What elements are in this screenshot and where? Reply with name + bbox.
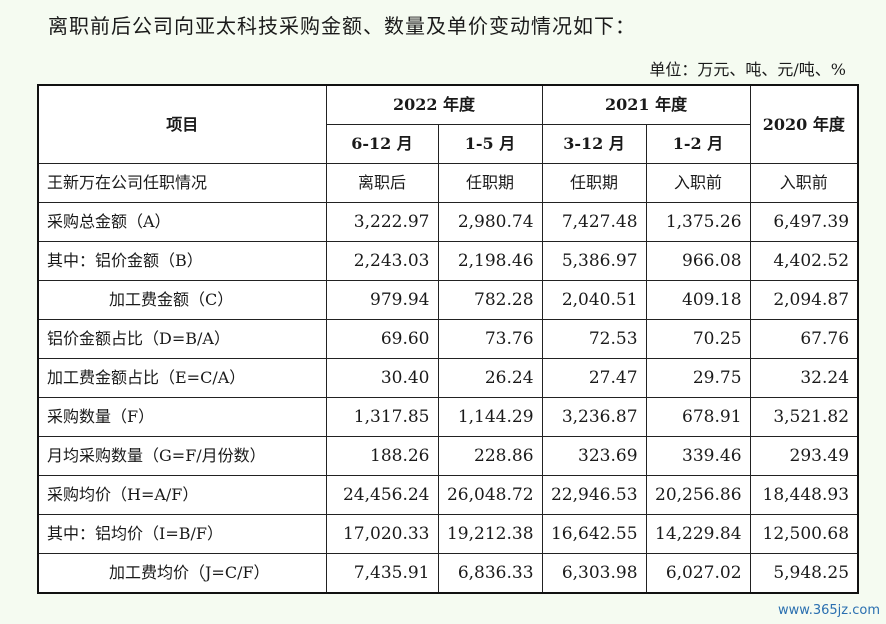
cell-value: 228.86: [437, 436, 543, 476]
header-item: 项目: [37, 84, 327, 164]
cell-value: 73.76: [437, 319, 543, 359]
cell-value: 1,144.29: [437, 397, 543, 437]
cell-value: 323.69: [541, 436, 647, 476]
table-row: 加工费金额（C） 979.94 782.28 2,040.51 409.18 2,094.…: [37, 280, 859, 320]
row-label: 月均采购数量（G=F/月份数）: [37, 436, 327, 476]
cell-value: 2,040.51: [541, 280, 647, 320]
cell-value: 30.40: [325, 358, 439, 398]
cell-value: 24,456.24: [325, 475, 439, 515]
header-period-2021-1-2: 1-2 月: [645, 124, 751, 164]
cell-value: 入职前: [645, 163, 751, 203]
row-label: 其中：铝价金额（B）: [37, 241, 327, 281]
cell-value: 6,497.39: [749, 202, 859, 242]
table-row: 月均采购数量（G=F/月份数） 188.26 228.86 323.69 339.46 2…: [37, 436, 859, 476]
cell-value: 3,521.82: [749, 397, 859, 437]
header-row-years: 项目 2022 年度 2021 年度 2020 年度: [37, 84, 859, 164]
table-row: 采购均价（H=A/F） 24,456.24 26,048.72 22,946.53 20…: [37, 475, 859, 515]
table-row: 采购总金额（A） 3,222.97 2,980.74 7,427.48 1,375.26…: [37, 202, 859, 242]
cell-value: 3,236.87: [541, 397, 647, 437]
cell-value: 19,212.38: [437, 514, 543, 554]
cell-value: 782.28: [437, 280, 543, 320]
cell-value: 22,946.53: [541, 475, 647, 515]
watermark: www.365jz.com: [778, 603, 880, 618]
header-year-2020: 2020 年度: [749, 84, 859, 164]
cell-value: 5,386.97: [541, 241, 647, 281]
cell-value: 20,256.86: [645, 475, 751, 515]
cell-value: 32.24: [749, 358, 859, 398]
row-label: 王新万在公司任职情况: [37, 163, 327, 203]
cell-value: 17,020.33: [325, 514, 439, 554]
row-label: 其中：铝均价（I=B/F）: [37, 514, 327, 554]
header-year-2021: 2021 年度: [541, 84, 751, 125]
cell-value: 6,303.98: [541, 553, 647, 594]
row-label: 加工费金额（C）: [37, 280, 327, 320]
header-row-periods: 6-12 月 1-5 月 3-12 月 1-2 月: [38, 124, 858, 164]
cell-value: 69.60: [325, 319, 439, 359]
procurement-table: 项目 2022 年度 2021 年度 2020 年度 6-12 月 1-5 月 …: [37, 84, 860, 594]
cell-value: 26,048.72: [437, 475, 543, 515]
cell-value: 339.46: [645, 436, 751, 476]
cell-value: 6,027.02: [645, 553, 751, 594]
cell-value: 18,448.93: [749, 475, 859, 515]
cell-value: 2,094.87: [749, 280, 859, 320]
header-period-2021-3-12: 3-12 月: [541, 124, 647, 164]
cell-value: 14,229.84: [645, 514, 751, 554]
cell-value: 3,222.97: [325, 202, 439, 242]
cell-value: 188.26: [325, 436, 439, 476]
table-row: 其中：铝均价（I=B/F） 17,020.33 19,212.38 16,642.55…: [37, 514, 859, 554]
table-row: 加工费均价（J=C/F） 7,435.91 6,836.33 6,303.98 6,02…: [37, 553, 859, 594]
cell-value: 4,402.52: [749, 241, 859, 281]
row-label: 加工费均价（J=C/F）: [37, 553, 327, 594]
cell-value: 入职前: [749, 163, 859, 203]
cell-value: 2,198.46: [437, 241, 543, 281]
row-label: 采购总金额（A）: [37, 202, 327, 242]
cell-value: 12,500.68: [749, 514, 859, 554]
cell-value: 16,642.55: [541, 514, 647, 554]
cell-value: 1,317.85: [325, 397, 439, 437]
cell-value: 67.76: [749, 319, 859, 359]
cell-value: 5,948.25: [749, 553, 859, 594]
table-row: 其中：铝价金额（B） 2,243.03 2,198.46 5,386.97 966.08…: [37, 241, 859, 281]
row-label: 采购数量（F）: [37, 397, 327, 437]
table-row: 采购数量（F） 1,317.85 1,144.29 3,236.87 678.91 3,5…: [37, 397, 859, 437]
cell-value: 任职期: [437, 163, 543, 203]
cell-value: 70.25: [645, 319, 751, 359]
cell-value: 2,980.74: [437, 202, 543, 242]
cell-value: 979.94: [325, 280, 439, 320]
cell-value: 1,375.26: [645, 202, 751, 242]
cell-value: 26.24: [437, 358, 543, 398]
header-year-2022: 2022 年度: [325, 84, 543, 125]
table-row: 铝价金额占比（D=B/A） 69.60 73.76 72.53 70.25 67.76: [37, 319, 859, 359]
row-label: 铝价金额占比（D=B/A）: [37, 319, 327, 359]
document-title: 离职前后公司向亚太科技采购金额、数量及单价变动情况如下：: [48, 14, 636, 38]
cell-value: 任职期: [541, 163, 647, 203]
cell-value: 离职后: [325, 163, 439, 203]
table-row: 王新万在公司任职情况 离职后 任职期 任职期 入职前 入职前: [37, 163, 859, 203]
cell-value: 6,836.33: [437, 553, 543, 594]
header-period-2022-6-12: 6-12 月: [325, 124, 439, 164]
header-period-2022-1-5: 1-5 月: [437, 124, 543, 164]
cell-value: 7,427.48: [541, 202, 647, 242]
cell-value: 7,435.91: [325, 553, 439, 594]
row-label: 加工费金额占比（E=C/A）: [37, 358, 327, 398]
table-body: 王新万在公司任职情况 离职后 任职期 任职期 入职前 入职前 采购总金额（A） 3,222.9…: [37, 163, 859, 594]
cell-value: 409.18: [645, 280, 751, 320]
cell-value: 678.91: [645, 397, 751, 437]
unit-note: 单位：万元、吨、元/吨、%: [649, 60, 846, 79]
cell-value: 72.53: [541, 319, 647, 359]
row-label: 采购均价（H=A/F）: [37, 475, 327, 515]
cell-value: 29.75: [645, 358, 751, 398]
cell-value: 2,243.03: [325, 241, 439, 281]
cell-value: 27.47: [541, 358, 647, 398]
cell-value: 293.49: [749, 436, 859, 476]
cell-value: 966.08: [645, 241, 751, 281]
table-row: 加工费金额占比（E=C/A） 30.40 26.24 27.47 29.75 32.24: [37, 358, 859, 398]
